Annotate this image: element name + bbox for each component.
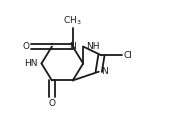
- Text: Cl: Cl: [124, 51, 133, 60]
- Text: O: O: [22, 42, 29, 51]
- Text: CH$_3$: CH$_3$: [63, 15, 82, 27]
- Text: NH: NH: [86, 42, 99, 51]
- Text: N: N: [101, 67, 108, 76]
- Text: O: O: [48, 99, 55, 108]
- Text: HN: HN: [25, 59, 38, 68]
- Text: N: N: [69, 42, 76, 51]
